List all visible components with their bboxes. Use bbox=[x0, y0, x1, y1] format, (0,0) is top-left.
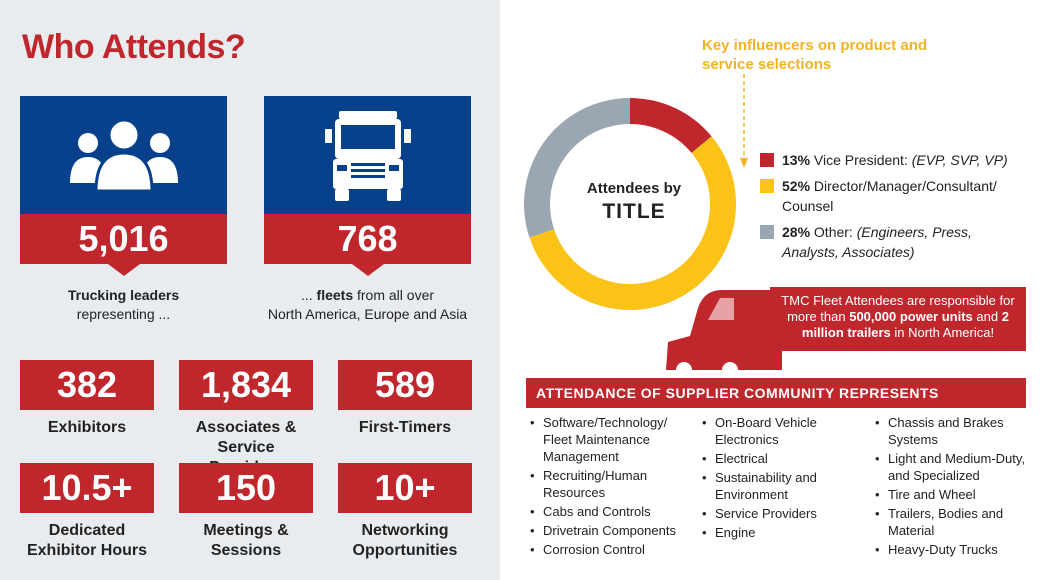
donut-label-line2: TITLE bbox=[602, 200, 666, 223]
list-item: Cabs and Controls bbox=[528, 503, 696, 520]
legend-item-vp: 13% Vice President: (EVP, SVP, VP) bbox=[760, 150, 1050, 170]
list-item: Recruiting/Human Resources bbox=[528, 467, 696, 501]
page-title: Who Attends? bbox=[22, 28, 246, 66]
stat-value: 589 bbox=[338, 360, 472, 410]
truck-front-icon bbox=[264, 96, 471, 214]
fleets-caption: ... fleets from all over North America, E… bbox=[267, 287, 468, 322]
supplier-list-col-1: Software/Technology/ Fleet Maintenance M… bbox=[528, 414, 696, 560]
supplier-community-heading: ATTENDANCE OF SUPPLIER COMMUNITY REPRESE… bbox=[526, 378, 1026, 408]
stat-networking: 10+ Networking Opportunities bbox=[338, 463, 472, 561]
list-item: Corrosion Control bbox=[528, 541, 696, 558]
stat-label: First-Timers bbox=[358, 419, 452, 436]
list-item: Electrical bbox=[700, 450, 868, 467]
list-item: On-Board Vehicle Electronics bbox=[700, 414, 868, 448]
fleet-count: 768 bbox=[264, 214, 471, 276]
callout-arrow bbox=[740, 74, 748, 168]
list-item: Trailers, Bodies and Material bbox=[873, 505, 1043, 539]
stat-label: Meetings & Sessions bbox=[203, 522, 289, 559]
list-item: Engine bbox=[700, 524, 868, 541]
stat-value: 10.5+ bbox=[20, 463, 154, 513]
fleets-card: 768 ... fleets from all over North Americ… bbox=[264, 96, 471, 324]
legend-item-director: 52% Director/Manager/Consultant/ Counsel bbox=[760, 176, 1050, 216]
stat-first-timers: 589 First-Timers bbox=[338, 360, 472, 438]
stat-value: 382 bbox=[20, 360, 154, 410]
stat-value: 1,834 bbox=[179, 360, 313, 410]
attendee-count: 5,016 bbox=[20, 214, 227, 276]
title-donut-chart bbox=[524, 98, 736, 310]
donut-segment-0 bbox=[630, 98, 712, 153]
fleet-attendees-note: TMC Fleet Attendees are responsible for … bbox=[770, 287, 1026, 351]
list-item: Software/Technology/ Fleet Maintenance M… bbox=[528, 414, 696, 465]
list-item: Heavy-Duty Trucks bbox=[873, 541, 1043, 558]
trucking-leaders-caption: Trucking leaders representing ... bbox=[67, 287, 180, 322]
stat-label: Networking Opportunities bbox=[352, 522, 458, 559]
semi-truck-icon bbox=[666, 290, 782, 378]
stat-associates: 1,834 Associates & Service Providers bbox=[179, 360, 313, 478]
supplier-list-col-2: On-Board Vehicle Electronics Electrical … bbox=[700, 414, 868, 543]
list-item: Sustainability and Environment bbox=[700, 469, 868, 503]
donut-segment-1 bbox=[529, 136, 736, 310]
stat-value: 150 bbox=[179, 463, 313, 513]
list-item: Light and Medium-Duty, and Specialized bbox=[873, 450, 1043, 484]
stat-value: 10+ bbox=[338, 463, 472, 513]
stat-meetings: 150 Meetings & Sessions bbox=[179, 463, 313, 561]
list-item: Drivetrain Components bbox=[528, 522, 696, 539]
stat-exhibitors: 382 Exhibitors bbox=[20, 360, 154, 438]
key-influencers-note: Key influencers on product and service s… bbox=[702, 37, 928, 73]
list-item: Tire and Wheel bbox=[873, 486, 1043, 503]
legend-swatch bbox=[760, 225, 774, 239]
stat-label: Dedicated Exhibitor Hours bbox=[26, 522, 147, 559]
legend-swatch bbox=[760, 179, 774, 193]
legend-swatch bbox=[760, 153, 774, 167]
donut-center-label: Attendees by TITLE bbox=[564, 180, 704, 224]
donut-segment-2 bbox=[524, 98, 630, 238]
legend-item-other: 28% Other: (Engineers, Press, Analysts, … bbox=[760, 222, 1050, 262]
stat-exhibitor-hours: 10.5+ Dedicated Exhibitor Hours bbox=[20, 463, 154, 561]
list-item: Chassis and Brakes Systems bbox=[873, 414, 1043, 448]
donut-label-line1: Attendees by bbox=[586, 180, 682, 197]
list-item: Service Providers bbox=[700, 505, 868, 522]
people-group-icon bbox=[20, 96, 227, 214]
trucking-leaders-card: 5,016 Trucking leaders representing ... bbox=[20, 96, 227, 324]
stat-label: Exhibitors bbox=[47, 419, 127, 436]
supplier-list-col-3: Chassis and Brakes Systems Light and Med… bbox=[873, 414, 1043, 560]
